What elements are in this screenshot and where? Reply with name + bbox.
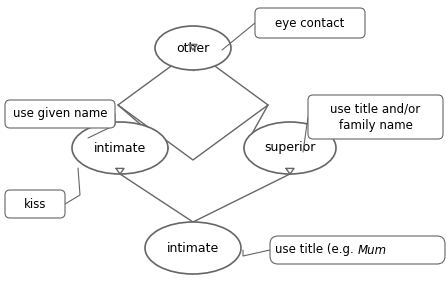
- Ellipse shape: [155, 26, 231, 70]
- Text: use title and/or
family name: use title and/or family name: [330, 103, 421, 131]
- FancyBboxPatch shape: [5, 190, 65, 218]
- Text: kiss: kiss: [24, 198, 46, 211]
- Text: superior: superior: [264, 141, 316, 154]
- Ellipse shape: [244, 122, 336, 174]
- Text: use title (e.g.   ): use title (e.g. ): [308, 243, 403, 256]
- Text: other: other: [176, 42, 210, 54]
- Text: Mum: Mum: [358, 243, 387, 256]
- Text: eye contact: eye contact: [275, 17, 345, 30]
- Ellipse shape: [145, 222, 241, 274]
- FancyBboxPatch shape: [5, 100, 115, 128]
- Text: use given name: use given name: [13, 107, 107, 121]
- Text: intimate: intimate: [94, 141, 146, 154]
- Text: intimate: intimate: [167, 241, 219, 255]
- FancyBboxPatch shape: [255, 8, 365, 38]
- FancyBboxPatch shape: [270, 236, 445, 264]
- Ellipse shape: [72, 122, 168, 174]
- Text: use title (e.g.: use title (e.g.: [275, 243, 358, 256]
- FancyBboxPatch shape: [308, 95, 443, 139]
